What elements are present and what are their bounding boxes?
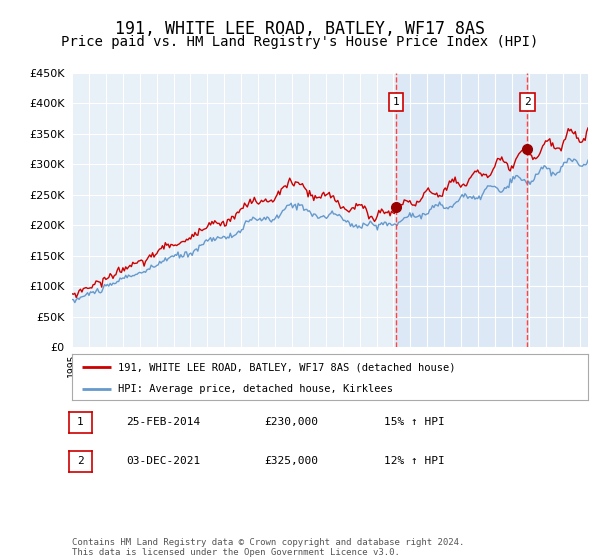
Text: 2: 2: [524, 97, 531, 106]
Text: 15% ↑ HPI: 15% ↑ HPI: [384, 417, 445, 427]
Text: 2: 2: [77, 456, 84, 466]
Text: 12% ↑ HPI: 12% ↑ HPI: [384, 456, 445, 466]
Text: 191, WHITE LEE ROAD, BATLEY, WF17 8AS: 191, WHITE LEE ROAD, BATLEY, WF17 8AS: [115, 20, 485, 38]
Text: 191, WHITE LEE ROAD, BATLEY, WF17 8AS (detached house): 191, WHITE LEE ROAD, BATLEY, WF17 8AS (d…: [118, 362, 456, 372]
Text: HPI: Average price, detached house, Kirklees: HPI: Average price, detached house, Kirk…: [118, 384, 394, 394]
Text: 03-DEC-2021: 03-DEC-2021: [126, 456, 200, 466]
Bar: [396, 73, 527, 347]
Bar: [527, 73, 588, 347]
Text: Price paid vs. HM Land Registry's House Price Index (HPI): Price paid vs. HM Land Registry's House …: [61, 35, 539, 49]
Text: 1: 1: [77, 417, 84, 427]
Text: 25-FEB-2014: 25-FEB-2014: [126, 417, 200, 427]
Text: £325,000: £325,000: [264, 456, 318, 466]
Text: £230,000: £230,000: [264, 417, 318, 427]
Text: Contains HM Land Registry data © Crown copyright and database right 2024.
This d: Contains HM Land Registry data © Crown c…: [72, 538, 464, 557]
Text: 1: 1: [392, 97, 400, 106]
